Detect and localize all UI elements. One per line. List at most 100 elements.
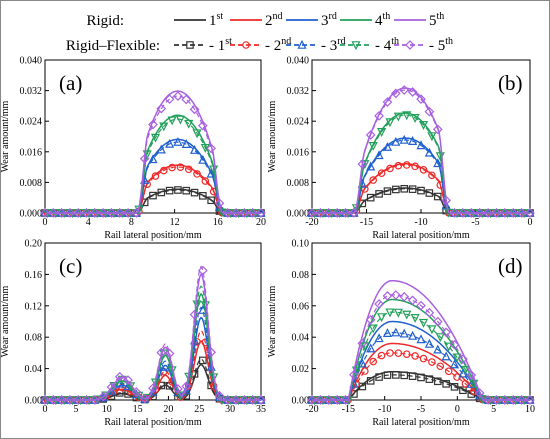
flex-marker-a-4-17 bbox=[184, 119, 194, 129]
flex-marker-d-2-16 bbox=[444, 367, 453, 376]
legend: Rigid: 1st 2nd 3rd 4th 5th Rigid–Flexible: - 1s… bbox=[66, 11, 453, 54]
flex-marker-a-5-19 bbox=[197, 120, 208, 131]
flex-marker-d-3-14 bbox=[424, 338, 434, 348]
flex-line-d-5 bbox=[312, 294, 530, 401]
flex-marker-d-2-10 bbox=[394, 349, 403, 357]
flex-marker-d-5-3 bbox=[332, 395, 343, 405]
flex-marker-a-5-16 bbox=[173, 91, 183, 101]
flex-marker-b-5-10 bbox=[390, 88, 401, 99]
flex-marker-c-5-20 bbox=[206, 347, 217, 358]
flex-marker-a-4-16 bbox=[175, 115, 185, 125]
flex-marker-b-5-19 bbox=[466, 208, 477, 218]
flex-marker-b-1-13 bbox=[417, 186, 425, 195]
flex-marker-c-5-2 bbox=[56, 395, 67, 405]
flex-marker-b-5-15 bbox=[432, 124, 443, 135]
flex-marker-c-5-26 bbox=[256, 395, 266, 405]
y-tick-label-a-3: 0.024 bbox=[20, 117, 43, 128]
flex-marker-a-5-21 bbox=[214, 198, 225, 209]
flex-marker-a-5-4 bbox=[73, 208, 84, 218]
flex-marker-b-3-7 bbox=[366, 161, 376, 171]
flex-marker-a-5-9 bbox=[114, 208, 125, 218]
flex-marker-d-4-16 bbox=[444, 342, 454, 352]
panel-label-d: (d) bbox=[498, 254, 523, 278]
flex-marker-a-5-15 bbox=[164, 94, 175, 104]
flex-marker-a-2-13 bbox=[151, 172, 160, 180]
flex-marker-d-5-19 bbox=[466, 370, 477, 380]
flex-marker-a-5-10 bbox=[123, 208, 133, 218]
flex-marker-a-5-14 bbox=[156, 103, 167, 114]
y-tick-label-d-2: 0.04 bbox=[292, 333, 310, 344]
panel-label-c: (c) bbox=[59, 254, 82, 278]
flex-marker-b-5-22 bbox=[491, 208, 502, 218]
flex-marker-d-5-18 bbox=[458, 354, 468, 364]
flex-marker-a-5-24 bbox=[239, 208, 250, 218]
flex-marker-d-5-21 bbox=[483, 395, 493, 405]
flex-marker-d-5-22 bbox=[491, 395, 502, 405]
x-tick-label-a-4: 16 bbox=[213, 217, 223, 228]
flex-marker-c-5-1 bbox=[48, 395, 59, 405]
flex-marker-d-4-17 bbox=[452, 353, 462, 363]
y-axis-label-a: Wear amount/mm bbox=[0, 100, 11, 172]
flex-marker-d-3-7 bbox=[366, 343, 376, 353]
flex-marker-a-2-17 bbox=[184, 165, 193, 174]
flex-marker-c-5-21 bbox=[214, 390, 225, 401]
flex-marker-c-5-10 bbox=[123, 375, 133, 386]
panel-a: 0.000 0.008 0.016 0.024 0.032 0.040 0 4 8 12 16 20 R… bbox=[0, 56, 266, 242]
legend-entry-solid-3: 4th bbox=[375, 11, 390, 29]
y-tick-label-b-2: 0.016 bbox=[287, 147, 310, 158]
flex-marker-d-5-11 bbox=[399, 291, 410, 302]
x-tick-label-a-1: 4 bbox=[86, 217, 91, 228]
legend-entry-dashed-1: - 2nd bbox=[265, 36, 291, 54]
flex-marker-a-1-17 bbox=[182, 186, 191, 195]
flex-marker-a-3-13 bbox=[148, 154, 158, 164]
legend-marker-0 bbox=[186, 41, 194, 49]
flex-marker-c-5-8 bbox=[106, 382, 117, 392]
flex-marker-d-5-20 bbox=[474, 388, 485, 398]
flex-marker-b-3-9 bbox=[382, 141, 393, 151]
y-tick-label-a-1: 0.008 bbox=[20, 178, 43, 189]
flex-marker-c-5-9 bbox=[114, 371, 125, 382]
legend-entry-solid-2: 3rd bbox=[321, 11, 337, 29]
legend-entry-solid-4: 5th bbox=[429, 11, 444, 29]
flex-marker-d-1-18 bbox=[459, 386, 467, 395]
flex-marker-a-3-20 bbox=[206, 168, 216, 178]
flex-marker-a-3-18 bbox=[189, 145, 200, 154]
flex-marker-b-4-10 bbox=[393, 112, 403, 122]
flex-marker-a-5-20 bbox=[206, 143, 217, 154]
flex-marker-b-3-8 bbox=[374, 150, 384, 160]
flex-marker-b-5-17 bbox=[449, 208, 460, 218]
flex-marker-d-1-11 bbox=[400, 371, 409, 380]
y-axis-label-b: Wear amount/mm bbox=[267, 100, 278, 172]
flex-marker-d-5-8 bbox=[374, 299, 384, 309]
flex-marker-a-5-11 bbox=[131, 208, 142, 218]
flex-marker-b-3-10 bbox=[391, 136, 401, 146]
flex-marker-b-5-18 bbox=[458, 208, 468, 218]
flex-marker-b-4-11 bbox=[402, 111, 412, 121]
y-tick-label-b-0: 0.000 bbox=[287, 209, 310, 220]
flex-marker-a-5-26 bbox=[256, 208, 266, 218]
legend-entry-dashed-4: - 5th bbox=[429, 36, 453, 54]
flex-marker-d-2-12 bbox=[411, 352, 419, 360]
x-tick-label-b-1: -15 bbox=[360, 217, 373, 228]
y-tick-label-a-4: 0.032 bbox=[20, 86, 43, 97]
x-tick-label-c-4: 20 bbox=[163, 404, 173, 415]
flex-marker-d-5-13 bbox=[416, 300, 426, 311]
flex-marker-c-1-19 bbox=[199, 356, 207, 365]
flex-marker-c-5-16 bbox=[173, 384, 183, 394]
flex-marker-b-1-10 bbox=[392, 185, 400, 194]
flex-marker-c-3-17 bbox=[181, 385, 191, 395]
flex-marker-d-2-15 bbox=[436, 362, 445, 371]
flex-marker-d-2-14 bbox=[428, 358, 436, 366]
flex-marker-d-1-7 bbox=[366, 377, 375, 385]
flex-marker-a-5-0 bbox=[40, 208, 50, 218]
flex-marker-d-3-8 bbox=[374, 333, 384, 343]
x-axis-label-c: Rail lateral position/mm bbox=[104, 417, 201, 428]
flex-marker-d-3-15 bbox=[433, 344, 443, 354]
x-tick-label-b-4: 0 bbox=[528, 217, 533, 228]
flex-marker-d-3-16 bbox=[441, 351, 451, 361]
flex-marker-b-2-12 bbox=[411, 162, 419, 171]
flex-marker-b-4-9 bbox=[385, 118, 395, 128]
flex-marker-c-5-24 bbox=[239, 395, 250, 405]
flex-marker-a-1-16 bbox=[174, 186, 182, 194]
